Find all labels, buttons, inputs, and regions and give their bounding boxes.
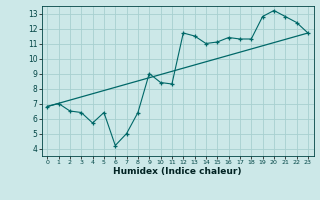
X-axis label: Humidex (Indice chaleur): Humidex (Indice chaleur) (113, 167, 242, 176)
